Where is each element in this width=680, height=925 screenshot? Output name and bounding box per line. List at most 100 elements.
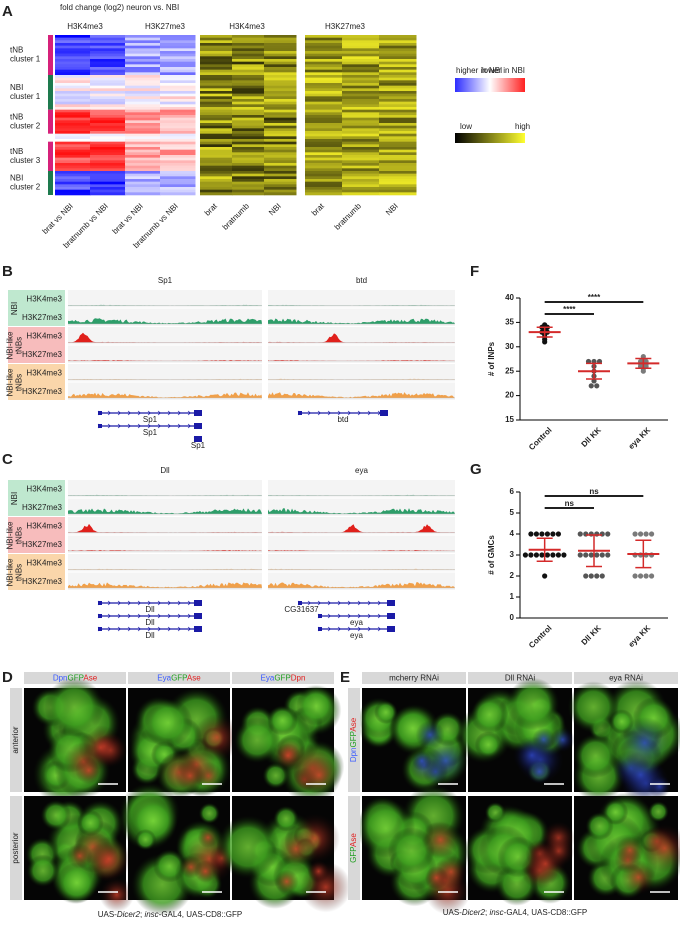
heatmap-cell (200, 139, 233, 142)
y-tick-label: 25 (505, 366, 514, 375)
heatmap-cell (305, 83, 343, 86)
y-tick-label: 40 (505, 293, 514, 302)
data-point (539, 552, 545, 558)
heatmap-cell (264, 67, 297, 70)
track-label: H3K27me3 (22, 350, 63, 359)
tissue (134, 828, 157, 851)
column-header: H3K4me3 (229, 22, 265, 31)
heatmap-cell (305, 152, 343, 156)
label-part: -GAL4, UAS-CD8::GFP (504, 908, 588, 917)
heatmap-cell (125, 77, 161, 81)
track-bg (268, 535, 455, 553)
cluster-label: cluster 1 (10, 55, 41, 64)
gene-arrow (177, 626, 181, 632)
group-label: NBI-like (6, 368, 15, 397)
heatmap-cell (125, 184, 161, 188)
heatmap-cell (264, 99, 297, 102)
group-label: tNBs (15, 564, 24, 581)
heatmap-cell (55, 144, 91, 148)
tissue (174, 759, 206, 792)
heatmap-cell (125, 67, 161, 70)
heatmap-cell (90, 141, 126, 145)
gene-title: eya (355, 466, 368, 475)
data-point (544, 552, 551, 558)
heatmap-cell (264, 131, 297, 134)
heatmap-cell (160, 160, 196, 164)
heatmap-cell (200, 128, 233, 132)
heatmap-cell (200, 125, 233, 129)
heatmap-cell (232, 99, 265, 102)
heatmap-cell (160, 192, 196, 196)
heatmap-cell (232, 112, 265, 116)
heatmap-cell (379, 59, 417, 62)
heatmap-cell (305, 147, 343, 150)
heatmap-cell (200, 120, 233, 124)
heatmap-cell (264, 48, 297, 52)
heatmap-cell (264, 37, 297, 41)
heatmap-cell (379, 109, 417, 113)
heatmap-cell (160, 139, 196, 142)
heatmap-cell (200, 155, 233, 158)
column-header: mcherry RNAi (389, 674, 439, 683)
track-label: H3K4me3 (26, 368, 62, 377)
heatmap-cell (55, 67, 91, 70)
tissue (506, 677, 560, 731)
heatmap-cell (305, 187, 343, 190)
heatmap-cell (125, 45, 161, 49)
tissue (550, 727, 576, 753)
caption: UAS-Dicer2; insc-GAL4, UAS-CD8::GFP (98, 910, 243, 919)
heatmap-cell (55, 173, 91, 177)
track-label: H3K4me3 (26, 558, 62, 567)
track-bg (68, 345, 262, 363)
heatmap-cell (305, 168, 343, 172)
heatmap-cell (379, 75, 417, 78)
heatmap-cell (305, 109, 343, 113)
heatmap-cell (342, 75, 380, 78)
heatmap-cell (200, 163, 233, 166)
heatmap-cell (342, 168, 380, 172)
fold-legend-bar (455, 78, 525, 92)
heatmap-cell (342, 101, 380, 105)
heatmap-cell (264, 181, 297, 185)
tissue (267, 705, 298, 736)
gene-arrow (167, 423, 171, 429)
heatmap-cell (379, 168, 417, 172)
cluster-label: tNB (10, 112, 23, 121)
heatmap-cell (55, 133, 91, 137)
heatmap-cell (90, 88, 126, 92)
column-header-bg (128, 672, 230, 684)
heatmap-cell (125, 101, 161, 105)
track-bg (68, 554, 262, 572)
heatmap-cell (200, 45, 233, 49)
heatmap-cell (160, 181, 196, 185)
heatmap-cell (90, 109, 126, 113)
heatmap-cell (379, 181, 417, 185)
heatmap-cell (200, 53, 233, 57)
heatmap-cell (342, 117, 380, 121)
heatmap-cell (232, 35, 265, 38)
exon (387, 600, 395, 606)
heatmap-cell (125, 37, 161, 41)
track-bg (68, 480, 262, 498)
transcript-label: Dll (145, 631, 155, 640)
exon (387, 613, 395, 619)
heatmap-cell (125, 104, 161, 108)
data-point (588, 552, 594, 558)
y-tick-label: 3 (510, 550, 515, 559)
heatmap-cell (232, 189, 265, 193)
exon (194, 423, 202, 429)
x-label: brat vs NBI (41, 202, 75, 236)
heatmap-cell (55, 160, 91, 164)
heatmap-cell (342, 48, 380, 52)
heatmap-cell (55, 83, 91, 86)
heatmap-cell (342, 125, 380, 129)
gene-arrow (157, 626, 161, 632)
heatmap-cell (160, 171, 196, 174)
heatmap-cell (55, 43, 91, 46)
heatmap-cell (125, 56, 161, 60)
gene-arrow (137, 613, 141, 619)
heatmap-cell (342, 123, 380, 126)
heatmap-cell (264, 144, 297, 148)
track-label: H3K27me3 (22, 540, 63, 549)
